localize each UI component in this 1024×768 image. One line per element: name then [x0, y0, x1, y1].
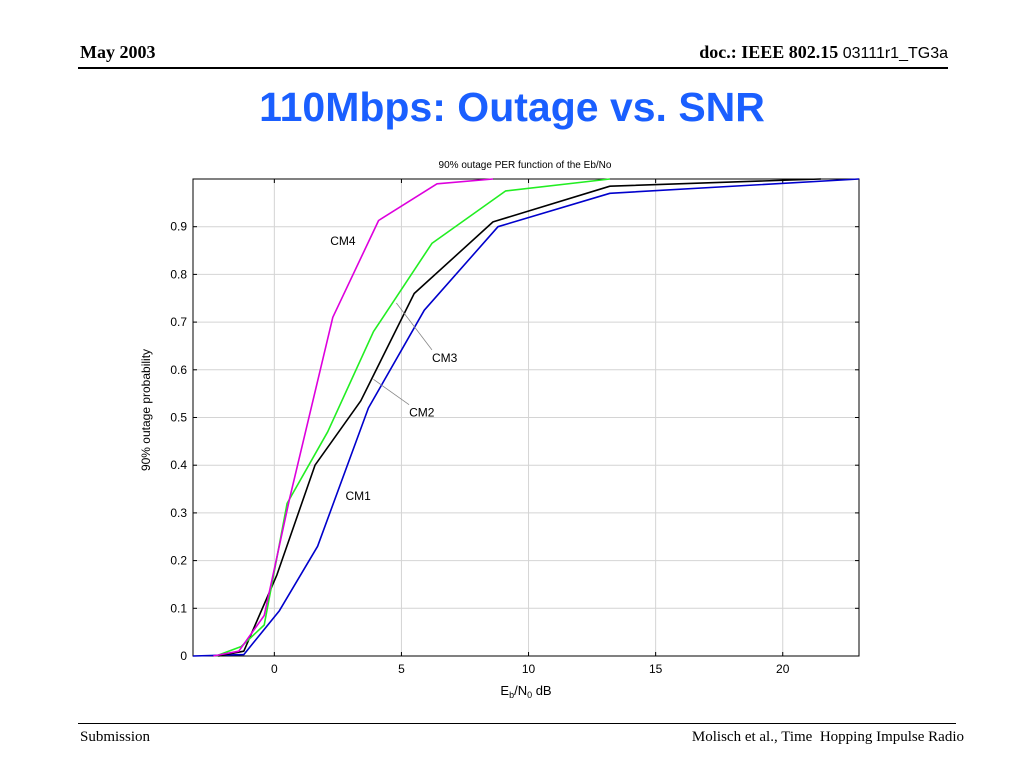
y-tick-label: 0.6	[170, 363, 187, 377]
annotation-cm4: CM4	[330, 234, 356, 248]
doc-code: 03111r1_TG3a	[842, 45, 948, 62]
x-tick-label: 5	[398, 662, 405, 676]
footer-divider	[78, 723, 956, 724]
annotation-leader	[373, 379, 410, 406]
doc-label: doc.: IEEE 802.15	[699, 42, 839, 62]
x-axis-label-main: E	[500, 683, 509, 698]
y-tick-label: 0	[180, 649, 187, 663]
x-tick-label: 10	[522, 662, 536, 676]
header-divider	[78, 67, 948, 69]
y-tick-label: 0.9	[170, 220, 187, 234]
annotation-cm2: CM2	[409, 406, 435, 420]
x-axis-label-sub1: b	[509, 690, 514, 700]
x-tick-label: 15	[649, 662, 663, 676]
x-axis-label-mid: /N	[514, 683, 527, 698]
series-lines	[192, 178, 860, 657]
y-axis-label: 90% outage probability	[139, 349, 153, 471]
series-line-cm4	[213, 178, 494, 657]
footer-submission: Submission	[80, 729, 151, 745]
header-doc-id: doc.: IEEE 802.15 03111r1_TG3a	[699, 42, 948, 63]
y-tick-label: 0.3	[170, 506, 187, 520]
x-axis-label: Eb/N0 dB	[500, 683, 551, 700]
annotation-cm3: CM3	[432, 351, 458, 365]
annotation-leader	[396, 302, 433, 351]
y-tick-label: 0.2	[170, 554, 187, 568]
slide-title: 110Mbps: Outage vs. SNR	[259, 84, 765, 130]
annotations: CM4 CM3 CM2 CM1	[330, 234, 457, 503]
chart-title: 90% outage PER function of the Eb/No	[439, 160, 612, 171]
annotation-cm1: CM1	[346, 489, 372, 503]
series-line-cm1	[192, 178, 860, 657]
y-tick-label: 0.5	[170, 411, 187, 425]
x-tick-label: 20	[776, 662, 790, 676]
x-tick-label: 0	[271, 662, 278, 676]
header-date: May 2003	[80, 42, 156, 62]
grid	[193, 179, 859, 656]
ticks: 0 5 10 15 20 0 0.1 0.2 0.3 0.4 0.5 0.6 0.7 0.8 0.9	[170, 179, 859, 676]
y-tick-label: 0.4	[170, 458, 187, 472]
x-axis-label-tail: dB	[532, 683, 552, 698]
y-tick-label: 0.7	[170, 315, 187, 329]
series-line-cm3	[215, 178, 610, 657]
series-line-cm2	[218, 178, 821, 657]
footer-authors: Molisch et al., Time Hopping Impulse Rad…	[691, 729, 964, 745]
x-axis-label-sub2: 0	[527, 690, 532, 700]
y-tick-label: 0.8	[170, 267, 187, 281]
y-tick-label: 0.1	[170, 601, 187, 615]
